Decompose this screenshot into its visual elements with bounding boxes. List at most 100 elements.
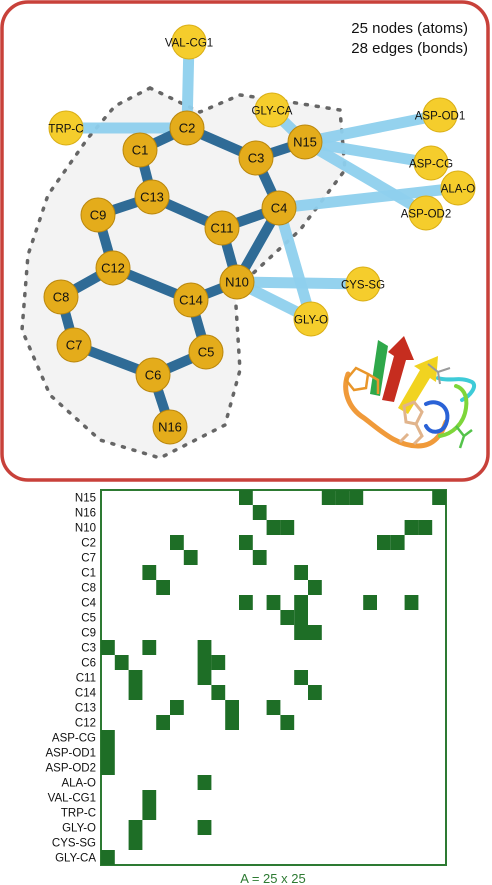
- node-n10: N10: [219, 264, 255, 300]
- ligand-sticks-tan: [398, 400, 424, 446]
- node-asp-od1: ASP-OD1: [415, 97, 465, 133]
- matrix-row-label-c14: C14: [75, 688, 97, 700]
- graph-summary-nodes: 25 nodes (atoms): [351, 20, 468, 37]
- matrix-cell: [142, 805, 157, 820]
- node-cys-sg-label: CYS-SG: [341, 280, 385, 292]
- node-c9-label: C9: [90, 208, 107, 223]
- node-c12-circle: [95, 250, 131, 286]
- node-val-cg1: VAL-CG1: [165, 24, 213, 60]
- matrix-cell: [101, 745, 115, 760]
- matrix-cell: [225, 700, 239, 715]
- node-gly-o-label: GLY-O: [294, 315, 328, 327]
- node-cys-sg-circle: [345, 266, 381, 302]
- node-layer: C1 C2 C3 C4 C5 C6 C7 C8 C9 N10 C11 C12 C13 C14 N15 N16 V…: [43, 24, 476, 445]
- ligand-sticks-orange: [344, 366, 380, 394]
- matrix-cell: [418, 520, 433, 535]
- node-c13-circle: [134, 179, 170, 215]
- node-c3-circle: [238, 140, 274, 176]
- node-ala-o: ALA-O: [440, 170, 476, 206]
- matrix-row-label-asp-od1: ASP-OD1: [46, 748, 97, 760]
- node-c2-circle: [169, 110, 205, 146]
- node-c4: C4: [261, 190, 297, 226]
- matrix-cell: [252, 550, 267, 565]
- node-trp-c-circle: [48, 110, 84, 146]
- matrix-row-label-c5: C5: [81, 613, 96, 625]
- node-asp-od1-circle: [422, 97, 458, 133]
- node-n16-circle: [152, 409, 188, 445]
- matrix-cell: [101, 760, 115, 775]
- node-n10-circle: [219, 264, 255, 300]
- matrix-cell: [252, 505, 267, 520]
- node-c1: C1: [122, 132, 158, 168]
- matrix-cell: [321, 490, 336, 505]
- matrix-cell: [211, 685, 226, 700]
- matrix-cell: [142, 640, 157, 655]
- matrix-cell: [377, 535, 391, 550]
- node-gly-ca: GLY-CA: [252, 92, 293, 128]
- matrix-cell-layer: [101, 490, 446, 865]
- matrix-cell: [294, 625, 308, 640]
- matrix-cell: [294, 565, 308, 580]
- matrix-cell: [280, 610, 295, 625]
- interaction-edge-n15-asp-od1: [299, 109, 446, 148]
- node-c7: C7: [56, 327, 92, 363]
- matrix-cell: [280, 520, 295, 535]
- matrix-cell: [308, 685, 322, 700]
- ribbon-green-strand: [370, 340, 388, 396]
- node-c6-label: C6: [145, 368, 162, 383]
- adjacency-matrix-panel: N15 N16 N10 C2 C7 C1 C8 C4 C5 C9 C3 C6 C11 C14 C13 C12 A…: [46, 489, 447, 885]
- matrix-cell: [114, 655, 129, 670]
- node-c4-circle: [261, 190, 297, 226]
- ligand-sticks-gray: [427, 363, 451, 385]
- ligand-sticks-green: [455, 425, 473, 449]
- matrix-cell: [266, 520, 281, 535]
- ribbon-cyan-coil: [436, 376, 477, 402]
- matrix-cell: [335, 490, 350, 505]
- matrix-cell: [197, 670, 212, 685]
- node-c1-circle: [122, 132, 158, 168]
- node-c12: C12: [95, 250, 131, 286]
- matrix-row-label-c13: C13: [75, 703, 96, 715]
- node-c7-label: C7: [66, 338, 83, 353]
- node-n16: N16: [152, 409, 188, 445]
- node-asp-cg: ASP-CG: [409, 145, 453, 181]
- matrix-row-label-val-cg1: VAL-CG1: [48, 793, 96, 805]
- matrix-cell: [390, 535, 405, 550]
- matrix-cell: [432, 490, 446, 505]
- matrix-frame: [100, 489, 447, 866]
- node-c6: C6: [135, 357, 171, 393]
- ribbon-yellow-helix: [398, 356, 438, 414]
- node-gly-o: GLY-O: [293, 301, 329, 337]
- ribbon-orange-coil: [343, 371, 449, 449]
- matrix-row-label-c3: C3: [81, 643, 96, 655]
- node-ala-o-label: ALA-O: [441, 184, 476, 196]
- node-ala-o-circle: [440, 170, 476, 206]
- matrix-row-label-c4: C4: [81, 598, 96, 610]
- node-c9: C9: [80, 197, 116, 233]
- node-c8-label: C8: [53, 290, 70, 305]
- interaction-edge-n15-asp-od2: [299, 136, 432, 219]
- matrix-row-label-c9: C9: [81, 628, 96, 640]
- node-c8: C8: [43, 279, 79, 315]
- interaction-edge-c4-gly-o: [273, 202, 317, 325]
- matrix-cell: [349, 490, 364, 505]
- matrix-cell: [170, 700, 184, 715]
- node-c13: C13: [134, 179, 170, 215]
- interaction-edge-n15-asp-cg: [299, 136, 437, 169]
- node-c11-circle: [204, 210, 240, 246]
- matrix-row-label-ala-o: ALA-O: [61, 778, 96, 790]
- matrix-row-label-layer: N15 N16 N10 C2 C7 C1 C8 C4 C5 C9 C3 C6 C11 C14 C13 C12 A…: [46, 493, 97, 865]
- interaction-edge-c4-ala-o: [273, 182, 464, 214]
- node-c3-label: C3: [248, 151, 265, 166]
- node-trp-c: TRP-C: [48, 110, 84, 146]
- matrix-cell: [239, 595, 253, 610]
- matrix-row-label-c2: C2: [81, 538, 96, 550]
- node-c1-label: C1: [132, 143, 149, 158]
- node-c14-circle: [173, 282, 209, 318]
- matrix-cell: [142, 790, 157, 805]
- matrix-cell: [404, 595, 419, 610]
- matrix-cell: [294, 610, 308, 625]
- node-c8-circle: [43, 279, 79, 315]
- matrix-row-label-n16: N16: [75, 508, 96, 520]
- matrix-cell: [197, 775, 212, 790]
